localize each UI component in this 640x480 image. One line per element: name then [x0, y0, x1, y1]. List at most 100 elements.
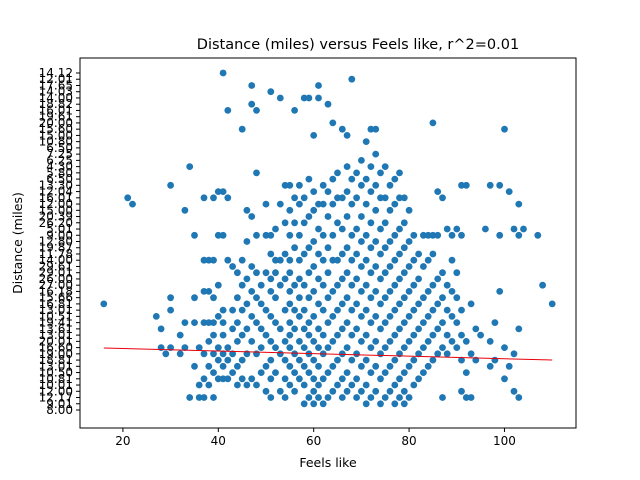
- data-point: [424, 338, 432, 345]
- data-point: [324, 294, 332, 302]
- x-axis-label: Feels like: [299, 455, 357, 470]
- data-point: [300, 281, 308, 289]
- data-point: [420, 319, 427, 326]
- data-point: [243, 325, 251, 333]
- data-point: [448, 288, 456, 295]
- data-point: [367, 125, 375, 133]
- data-point: [272, 369, 279, 376]
- data-point: [415, 375, 422, 383]
- data-point: [286, 206, 294, 214]
- data-point: [200, 256, 208, 264]
- data-point: [338, 300, 346, 308]
- data-point: [319, 256, 327, 264]
- data-point: [367, 319, 375, 326]
- data-point: [276, 256, 284, 264]
- data-point: [229, 325, 237, 333]
- data-point: [310, 288, 318, 295]
- y-tick-label: 20.00: [39, 116, 73, 130]
- data-point: [381, 163, 389, 171]
- data-point: [253, 294, 260, 302]
- data-point: [348, 381, 356, 389]
- data-point: [386, 362, 394, 370]
- data-point: [243, 381, 251, 389]
- data-point: [310, 387, 318, 395]
- data-point: [501, 125, 508, 133]
- data-point: [205, 338, 213, 345]
- data-point: [420, 344, 427, 351]
- data-point: [191, 231, 198, 239]
- y-tick-label: 4.30: [46, 160, 73, 174]
- data-point: [515, 325, 523, 333]
- data-point: [267, 375, 275, 383]
- data-point: [362, 281, 370, 289]
- data-point: [100, 300, 108, 308]
- data-point: [338, 194, 346, 202]
- y-tick-label: 5.80: [46, 166, 73, 180]
- data-point: [377, 194, 384, 202]
- data-point: [515, 231, 523, 239]
- data-point: [248, 213, 256, 220]
- data-point: [343, 163, 351, 171]
- data-point: [420, 231, 427, 239]
- y-tick-label: 7.25: [46, 147, 73, 161]
- data-point: [291, 219, 298, 227]
- data-point: [262, 387, 270, 395]
- data-point: [305, 319, 313, 326]
- x-tick-label: 100: [493, 434, 516, 448]
- data-point: [334, 381, 341, 389]
- data-point: [362, 175, 370, 183]
- data-point: [420, 294, 427, 302]
- data-point: [391, 281, 399, 289]
- data-point: [348, 231, 356, 239]
- y-tick-label: 18.81: [39, 353, 73, 367]
- data-point: [305, 394, 313, 401]
- data-point: [286, 319, 294, 326]
- data-point: [315, 300, 322, 308]
- y-tick-label: 14.00: [39, 91, 73, 105]
- data-point: [191, 362, 198, 370]
- data-point: [396, 325, 403, 333]
- data-point: [424, 288, 432, 295]
- data-point: [372, 338, 380, 345]
- data-point: [424, 313, 432, 320]
- y-tick-label: 29.01: [39, 266, 73, 280]
- data-point: [343, 244, 351, 252]
- data-point: [439, 194, 446, 202]
- data-point: [310, 313, 318, 320]
- data-point: [224, 194, 232, 202]
- data-point: [286, 362, 294, 370]
- y-tick-label: 13.01: [39, 303, 73, 317]
- y-axis: 8.009.0112.1712.0010.0110.8110.5013.0118…: [39, 66, 80, 417]
- data-point: [515, 200, 523, 208]
- data-point: [396, 300, 403, 308]
- data-point: [238, 331, 246, 339]
- data-point: [334, 331, 341, 339]
- data-point: [329, 338, 337, 345]
- data-point: [291, 306, 298, 314]
- data-point: [338, 125, 346, 133]
- data-point: [310, 263, 318, 270]
- data-point: [443, 225, 451, 233]
- data-point: [338, 275, 346, 283]
- data-point: [362, 200, 370, 208]
- data-point: [243, 206, 251, 214]
- data-point: [195, 394, 203, 401]
- data-point: [362, 381, 370, 389]
- data-point: [377, 225, 384, 233]
- data-point: [362, 138, 370, 146]
- data-point: [272, 225, 279, 233]
- data-point: [458, 231, 465, 239]
- data-point: [391, 200, 399, 208]
- data-point: [200, 394, 208, 401]
- data-point: [386, 238, 394, 245]
- data-point: [396, 250, 403, 258]
- y-tick-label: 16.01: [39, 191, 73, 205]
- trend-line: [103, 347, 553, 361]
- data-point: [367, 163, 375, 171]
- data-point: [162, 350, 170, 358]
- data-point: [429, 119, 437, 127]
- data-point: [453, 344, 461, 351]
- data-point: [420, 263, 427, 270]
- data-point: [253, 231, 260, 239]
- data-point: [229, 369, 237, 376]
